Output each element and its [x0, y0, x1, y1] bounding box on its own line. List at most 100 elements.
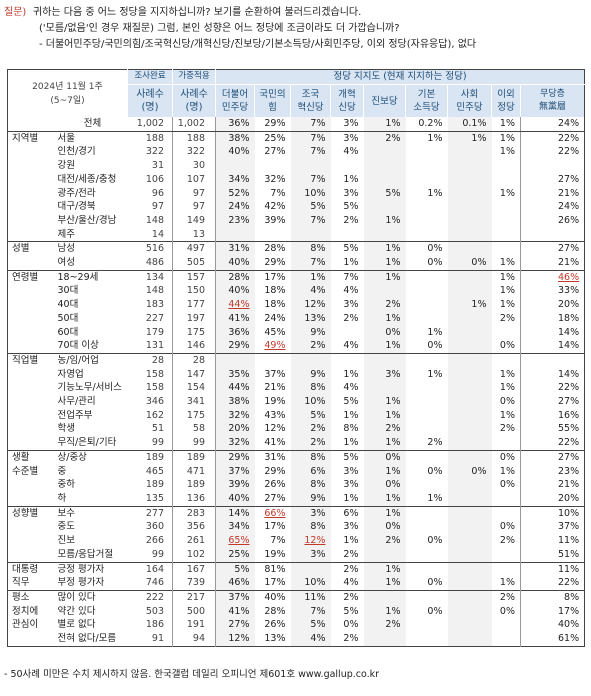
percent-cell: 5% — [330, 449, 364, 465]
percent-cell: 81% — [254, 561, 291, 577]
cell-value: 35% — [228, 368, 250, 380]
row-label: 40대 — [57, 299, 79, 311]
table-row: 수준별 중 465 471 37% 29% 6% 3% 1% 0% 0% 1% 23% — [8, 464, 585, 479]
percent-cell: 14% — [519, 325, 585, 340]
cell-value: 17% — [264, 521, 286, 533]
cell-value: 188 — [186, 132, 205, 144]
cell-value: 58 — [192, 423, 205, 435]
cell-value: 1% — [343, 368, 359, 380]
table-row: 광주/전라 96 97 52% 7% 10% 3% 5% 1% 1% 21% — [8, 186, 585, 201]
cell-value: 179 — [145, 326, 164, 338]
cell-value: 1% — [499, 409, 515, 421]
weighted-count: 197 — [172, 311, 216, 326]
cell-value: 1% — [385, 396, 401, 408]
percent-cell: 4% — [290, 632, 331, 647]
percent-cell: 27% — [255, 145, 291, 159]
percent-cell — [406, 618, 448, 632]
percent-cell: 11% — [290, 589, 331, 605]
cell-value: 97 — [192, 201, 205, 213]
percent-cell: 14% — [519, 367, 585, 382]
sample-count: 360 — [128, 520, 173, 534]
cell-value: 283 — [186, 507, 205, 519]
cell-value: 23% — [557, 465, 580, 477]
cell-value: 10% — [557, 507, 580, 519]
percent-cell: 39% — [215, 478, 255, 492]
percent-cell: 46% — [215, 576, 255, 591]
row-label: 중도 — [57, 521, 75, 533]
percent-cell: 44% — [215, 298, 255, 312]
cell-value: 465 — [145, 465, 164, 477]
cell-value: 175 — [186, 326, 205, 338]
cell-value: 99 — [192, 437, 205, 449]
cell-value: 3% — [343, 187, 359, 199]
cell-value: 9% — [310, 368, 326, 380]
percent-cell — [447, 436, 492, 451]
percent-cell — [447, 172, 492, 187]
cell-value: 99 — [151, 437, 164, 449]
row-label: 전체 — [55, 117, 128, 132]
percent-cell: 7% — [290, 145, 331, 160]
cell-value: 99 — [151, 548, 164, 560]
cell-value: 1% — [385, 605, 401, 617]
percent-cell: 0.1% — [447, 117, 492, 132]
percent-cell: 23% — [519, 464, 585, 479]
percent-cell: 7% — [290, 130, 331, 146]
percent-cell — [447, 339, 492, 354]
cell-value: 46% — [557, 271, 580, 283]
percent-cell: 5% — [290, 200, 331, 214]
cell-value: 1% — [499, 368, 515, 380]
sample-count: 227 — [128, 312, 173, 326]
row-label: 18~29세 — [55, 269, 128, 285]
group-label — [8, 492, 56, 506]
cell-value: 5% — [310, 619, 326, 631]
weighted-count: 175 — [172, 325, 216, 340]
cell-value: 183 — [145, 299, 164, 311]
percent-cell: 40% — [215, 256, 255, 271]
cell-value: 1% — [385, 214, 401, 226]
group-label — [8, 326, 56, 340]
cell-value: 486 — [145, 257, 164, 269]
cell-value: 1% — [385, 118, 401, 129]
table-row: 강원 31 30 — [8, 159, 585, 173]
cell-value: 1,002 — [177, 118, 205, 129]
percent-cell: 1% — [492, 368, 521, 382]
percent-cell: 12% — [215, 632, 255, 647]
percent-cell — [447, 395, 492, 409]
percent-cell: 8% — [290, 381, 331, 396]
cell-value: 2% — [343, 633, 359, 645]
percent-cell: 0% — [406, 465, 448, 479]
percent-cell: 1% — [491, 130, 521, 146]
cell-value: 32% — [228, 409, 250, 421]
cell-value: 189 — [145, 479, 164, 491]
percent-cell — [447, 561, 492, 577]
percent-cell: 1% — [290, 269, 331, 285]
percent-cell: 28% — [255, 605, 291, 619]
table-row: 생활 상/중상 189 189 29% 31% 8% 5% 0% 0% 27% — [7, 449, 585, 465]
cell-value: 500 — [186, 605, 205, 617]
percent-cell: 8% — [290, 478, 331, 492]
table-row: 중도 360 356 34% 17% 8% 3% 0% 0% 37% — [8, 520, 585, 535]
percent-cell: 18% — [519, 311, 585, 326]
cell-value: 22% — [557, 146, 580, 158]
percent-cell — [215, 352, 255, 368]
cell-value: 341 — [186, 396, 205, 408]
percent-cell — [492, 436, 521, 450]
percent-cell: 3% — [331, 520, 364, 534]
percent-cell — [290, 159, 331, 173]
cell-value: 0% — [499, 479, 515, 491]
cell-value: 41% — [264, 437, 286, 449]
cell-value: 18% — [264, 299, 286, 311]
percent-cell — [447, 547, 492, 562]
weighted-count: 150 — [172, 284, 216, 299]
cell-value: 322 — [186, 146, 205, 158]
percent-cell — [492, 200, 521, 214]
percent-cell: 14% — [215, 505, 255, 521]
percent-cell: 2% — [492, 312, 521, 326]
cell-value: 0.1% — [462, 118, 487, 129]
group-label: 수준별 — [12, 465, 39, 477]
percent-cell: 40% — [215, 284, 255, 299]
cell-value: 4% — [310, 285, 326, 297]
weighted-count: 154 — [172, 381, 216, 396]
percent-cell — [406, 548, 448, 562]
row-label: 전업주부 — [57, 409, 93, 421]
